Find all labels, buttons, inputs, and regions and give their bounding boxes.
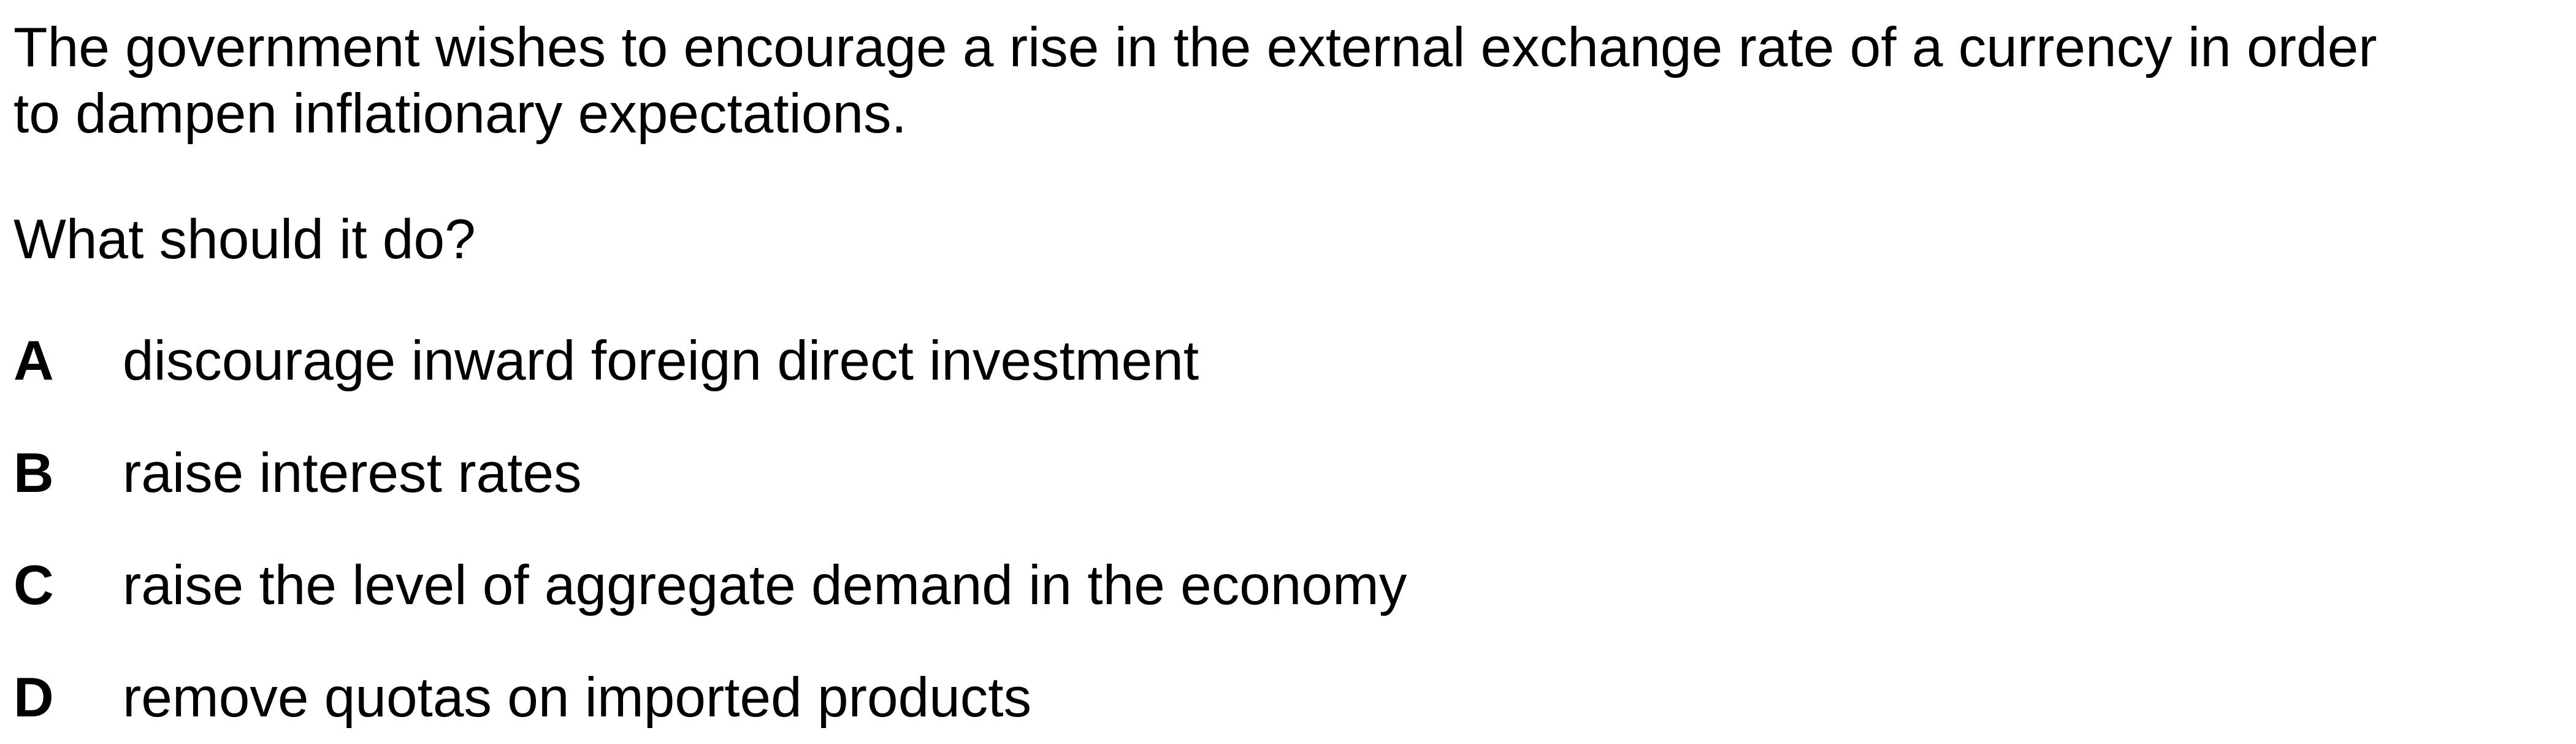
option-text: raise the level of aggregate demand in t…: [123, 554, 1407, 616]
option-letter: D: [13, 667, 54, 729]
question-prompt: What should it do?: [13, 209, 476, 270]
question-stem: The government wishes to encourage a ris…: [13, 17, 2377, 145]
option-text: discourage inward foreign direct investm…: [123, 330, 1199, 392]
option-letter: C: [13, 554, 54, 616]
option-letter: B: [13, 442, 54, 504]
option-text: remove quotas on imported products: [123, 667, 1032, 729]
option-text: raise interest rates: [123, 442, 582, 504]
option-letter: A: [13, 330, 54, 392]
